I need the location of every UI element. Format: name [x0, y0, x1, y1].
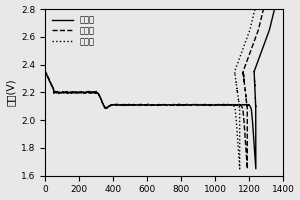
第一周 — [254, 97, 257, 100]
第三周 — [253, 8, 257, 10]
Legend: 第一周, 第二周, 第三周: 第一周, 第二周, 第三周 — [50, 13, 97, 49]
Y-axis label: 电压(V): 电压(V) — [6, 79, 16, 106]
第三周 — [109, 104, 113, 106]
第一周 — [254, 105, 257, 108]
第二周 — [262, 8, 265, 10]
第二周 — [243, 88, 247, 90]
第二周 — [244, 99, 248, 102]
第三周 — [236, 98, 240, 100]
第二周 — [205, 104, 208, 106]
Line: 第一周: 第一周 — [45, 9, 274, 169]
第三周 — [200, 104, 203, 106]
第一周 — [254, 99, 257, 101]
第二周 — [245, 168, 249, 170]
第二周 — [244, 97, 248, 100]
第二周 — [109, 104, 113, 107]
第一周 — [211, 104, 215, 106]
第一周 — [44, 70, 47, 73]
第一周 — [273, 8, 276, 10]
Line: 第二周: 第二周 — [45, 9, 263, 169]
第三周 — [44, 70, 47, 72]
第三周 — [235, 88, 239, 90]
第三周 — [237, 99, 240, 101]
第一周 — [254, 168, 258, 170]
第一周 — [253, 88, 257, 91]
第三周 — [238, 168, 242, 170]
第三周 — [238, 105, 241, 108]
第二周 — [245, 105, 249, 108]
第一周 — [109, 104, 113, 106]
第二周 — [44, 70, 47, 73]
Line: 第三周: 第三周 — [45, 9, 255, 169]
